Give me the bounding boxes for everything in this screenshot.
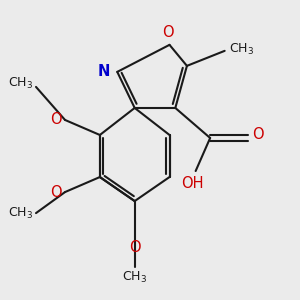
- Text: CH$_3$: CH$_3$: [122, 270, 147, 285]
- Text: O: O: [129, 240, 140, 255]
- Text: CH$_3$: CH$_3$: [8, 206, 33, 220]
- Text: CH$_3$: CH$_3$: [8, 76, 33, 92]
- Text: CH$_3$: CH$_3$: [229, 42, 254, 57]
- Text: O: O: [50, 112, 62, 128]
- Text: O: O: [252, 127, 264, 142]
- Text: OH: OH: [182, 176, 204, 190]
- Text: N: N: [98, 64, 110, 80]
- Text: O: O: [162, 25, 174, 40]
- Text: O: O: [50, 184, 62, 200]
